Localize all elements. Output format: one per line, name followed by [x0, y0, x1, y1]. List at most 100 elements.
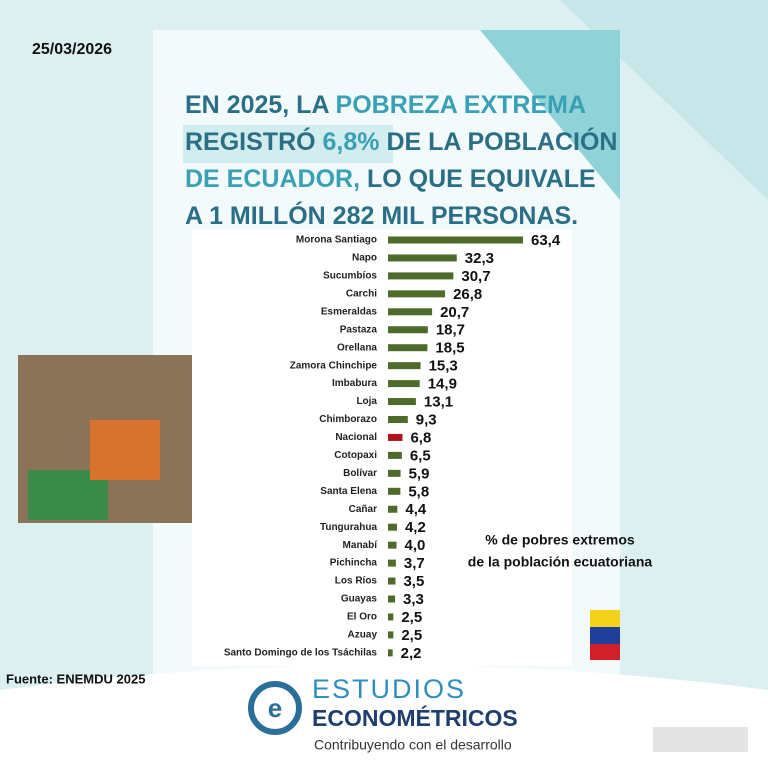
flag [590, 627, 620, 644]
headline-line: A 1 MILLÓN 282 MIL PERSONAS. [185, 200, 578, 230]
value-label: 6,5 [410, 447, 431, 464]
value-label: 4,4 [405, 501, 427, 518]
value-label: 26,8 [453, 286, 482, 303]
category-label: Sucumbíos [323, 271, 377, 282]
category-label: Cañar [349, 504, 377, 515]
bar [388, 398, 416, 406]
value-label: 32,3 [465, 250, 494, 267]
category-label: Carchi [346, 288, 377, 299]
value-label: 63,4 [531, 232, 561, 249]
headline-line: EN 2025, LA POBREZA EXTREMA [185, 91, 586, 119]
footer-band [0, 665, 768, 768]
value-label: 3,5 [403, 573, 424, 590]
headline-segment: POBREZA EXTREMA [336, 91, 586, 119]
category-label: Bolívar [343, 468, 377, 479]
category-label: Napo [352, 253, 377, 264]
bar [388, 380, 420, 388]
value-label: 4,0 [405, 537, 426, 554]
bar [388, 487, 401, 495]
bar [388, 451, 402, 459]
bar [388, 416, 408, 423]
flag [590, 644, 620, 660]
brand-tagline: Contribuyendo con el desarrollo [314, 737, 512, 753]
value-label: 13,1 [424, 394, 453, 411]
value-label: 4,2 [405, 519, 426, 536]
value-label: 20,7 [440, 304, 469, 321]
bar [388, 272, 454, 280]
value-label: 5,8 [408, 483, 429, 500]
value-label: 2,5 [401, 609, 422, 626]
source: Fuente: ENEMDU 2025 [6, 671, 145, 686]
bar [388, 649, 393, 657]
bar [388, 613, 394, 621]
category-label: El Oro [347, 612, 377, 623]
category-label: Orellana [337, 342, 377, 353]
brand-line1: ESTUDIOS [312, 674, 466, 704]
category-label: Chimborazo [319, 414, 377, 425]
headline-segment: DE ECUADOR, [185, 165, 360, 193]
category-label: Santa Elena [320, 486, 377, 497]
value-label: 3,7 [404, 555, 425, 572]
category-label: Imbabura [332, 378, 377, 389]
annotation: de la población ecuatoriana [468, 554, 653, 570]
bar [388, 559, 396, 567]
headline-segment: 6,8% [323, 128, 380, 156]
bar [388, 577, 396, 585]
bar [388, 541, 397, 549]
logo [248, 681, 302, 735]
category-label: Los Ríos [335, 576, 378, 587]
category-label: Morona Santiago [296, 235, 377, 246]
decor [653, 727, 748, 752]
photo-detail [90, 420, 160, 480]
value-label: 5,9 [409, 465, 430, 482]
headline-segment: LO QUE EQUIVALE [360, 165, 596, 193]
value-label: 2,2 [401, 645, 422, 662]
category-label: Guayas [341, 594, 378, 605]
bar [388, 595, 396, 603]
logo-letter: e [268, 693, 282, 723]
category-label: Santo Domingo de los Tsáchilas [224, 647, 378, 658]
value-label: 3,3 [403, 591, 424, 608]
value-label: 30,7 [461, 268, 490, 285]
bar [388, 344, 428, 352]
headline-segment: A 1 MILLÓN 282 MIL PERSONAS. [185, 200, 578, 230]
headline-segment: DE LA POBLACIÓN [380, 126, 618, 156]
category-label: Azuay [348, 630, 378, 641]
category-label: Esmeraldas [321, 306, 378, 317]
brand-line2: ECONOMÉTRICOS [312, 704, 518, 731]
value-label: 18,5 [435, 340, 464, 357]
date: 25/03/2026 [32, 41, 112, 58]
headline-segment: REGISTRÓ [185, 126, 323, 156]
category-label: Zamora Chinchipe [290, 360, 378, 371]
category-label: Manabí [343, 540, 379, 551]
category-label: Cotopaxi [334, 450, 377, 461]
value-label: 14,9 [428, 376, 457, 393]
value-label: 9,3 [416, 411, 437, 428]
category-label: Nacional [335, 432, 377, 443]
value-label: 15,3 [429, 358, 458, 375]
highlight-box [183, 125, 393, 163]
headline-line: DE ECUADOR, LO QUE EQUIVALE [185, 165, 596, 193]
bar [388, 236, 523, 244]
bar [388, 523, 397, 531]
value-label: 6,8 [410, 429, 431, 446]
bar [388, 433, 403, 441]
bar [388, 290, 446, 298]
category-label: Tungurahua [320, 522, 377, 533]
bar [388, 469, 401, 477]
bar [388, 362, 421, 370]
annotation: % de pobres extremos [485, 532, 635, 548]
bar [388, 505, 398, 513]
bar [388, 254, 457, 262]
category-label: Pichincha [330, 558, 378, 569]
category-label: Pastaza [340, 324, 378, 335]
value-label: 18,7 [436, 322, 465, 339]
bar [388, 326, 428, 334]
headline-line: REGISTRÓ 6,8% DE LA POBLACIÓN [185, 126, 617, 156]
flag [590, 610, 620, 627]
value-label: 2,5 [401, 627, 422, 644]
bar [388, 308, 433, 316]
chart-panel [192, 230, 572, 666]
category-label: Loja [356, 396, 377, 407]
